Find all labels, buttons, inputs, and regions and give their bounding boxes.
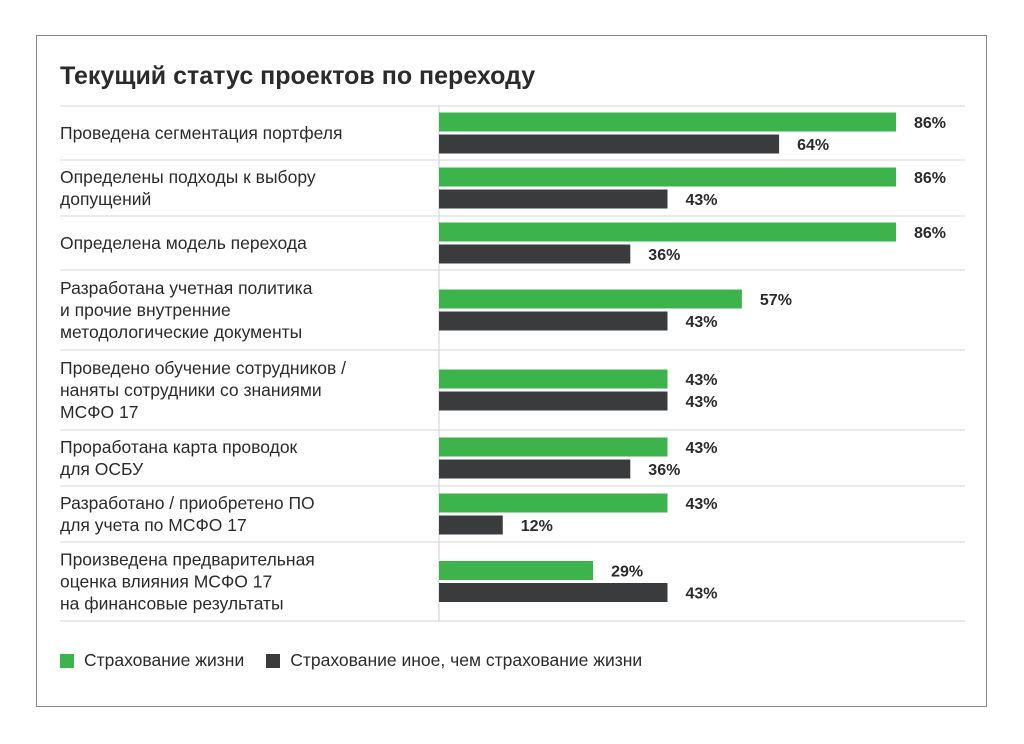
- value-label: 36%: [648, 247, 680, 264]
- legend-label-non-life: Страхование иное, чем страхование жизни: [290, 650, 643, 670]
- value-label: 29%: [611, 564, 643, 581]
- bar-life: [439, 437, 668, 457]
- value-label: 43%: [686, 440, 718, 457]
- bar-non-life: [439, 459, 631, 479]
- category-label: Проведена сегментация портфеля: [60, 123, 343, 143]
- bar-life: [439, 369, 668, 389]
- category-label: Проведено обучение сотрудников / наняты с…: [60, 358, 346, 422]
- value-label: 57%: [760, 292, 792, 309]
- chart-title: Текущий статус проектов по переходу: [60, 62, 536, 90]
- bar-non-life: [439, 515, 503, 535]
- bar-non-life: [439, 583, 668, 602]
- category-label: Произведена предварительная оценка влияни…: [60, 550, 315, 614]
- category-label: Разработана учетная политика и прочие вну…: [60, 278, 313, 342]
- bar-life: [439, 289, 742, 309]
- value-label: 43%: [686, 394, 718, 411]
- bar-life: [439, 167, 896, 187]
- value-label: 86%: [914, 115, 946, 132]
- category-label: Проработана карта проводок для ОСБУ: [60, 437, 298, 479]
- bar-non-life: [439, 189, 668, 209]
- legend-item-life: Страхование жизни: [60, 650, 244, 671]
- bar-life: [439, 222, 896, 242]
- value-label: 43%: [686, 586, 718, 603]
- value-label: 43%: [686, 192, 718, 209]
- legend-label-life: Страхование жизни: [84, 650, 245, 670]
- bar-life: [439, 561, 594, 580]
- value-label: 86%: [914, 170, 946, 187]
- legend-swatch-life: [60, 653, 74, 668]
- legend-item-non-life: Страхование иное, чем страхование жизни: [266, 650, 642, 671]
- value-label: 64%: [797, 137, 829, 154]
- value-label: 36%: [648, 462, 680, 479]
- legend-swatch-non-life: [266, 653, 281, 668]
- bar-life: [439, 493, 668, 513]
- value-label: 43%: [686, 496, 718, 513]
- category-label: Разработано / приобретено ПО для учета по…: [60, 493, 315, 535]
- bar-non-life: [439, 134, 780, 154]
- legend: Страхование жизни Страхование иное, чем …: [60, 650, 664, 671]
- value-label: 12%: [521, 518, 553, 535]
- bar-non-life: [439, 311, 668, 331]
- bar-non-life: [439, 244, 631, 264]
- value-label: 43%: [686, 372, 718, 389]
- category-label: Определены подходы к выбору допущений: [60, 167, 316, 209]
- value-label: 43%: [686, 314, 718, 331]
- bar-non-life: [439, 391, 668, 411]
- category-label: Определена модель перехода: [60, 233, 307, 253]
- bar-life: [439, 112, 896, 132]
- value-label: 86%: [914, 225, 946, 242]
